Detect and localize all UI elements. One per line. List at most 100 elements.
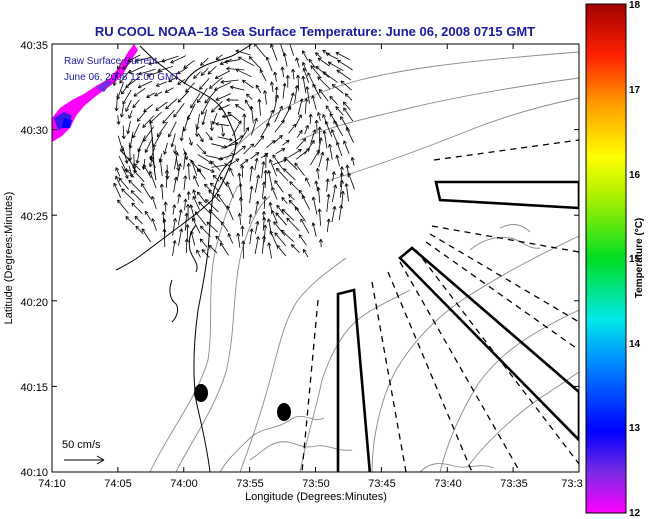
current-vector-head	[317, 76, 320, 81]
current-vector	[335, 106, 344, 116]
current-vector-head	[125, 109, 130, 112]
current-vector-head	[215, 123, 219, 127]
y-axis-label: Latitude (Degrees:Minutes)	[3, 192, 15, 325]
current-vector	[211, 143, 228, 148]
current-vector-head	[336, 141, 340, 145]
current-vector-head	[183, 198, 186, 203]
current-vector-head	[123, 135, 126, 140]
y-tick-label: 40:10	[20, 467, 48, 479]
current-vector-head	[210, 160, 213, 165]
current-vector-head	[244, 159, 249, 161]
current-vector	[288, 200, 300, 211]
current-vector-head	[281, 209, 284, 213]
current-vector-head	[312, 95, 316, 99]
current-vector-head	[118, 121, 121, 125]
current-vector-head	[246, 93, 248, 98]
current-vector	[200, 67, 209, 76]
current-vector	[192, 217, 201, 234]
current-vector-head	[249, 56, 253, 58]
current-vector-head	[271, 210, 275, 214]
current-vector	[177, 67, 188, 75]
current-vector-head	[240, 225, 243, 230]
current-vector-head	[220, 242, 224, 245]
current-vector-head	[310, 65, 312, 70]
current-vector-head	[283, 120, 285, 124]
current-vector-head	[204, 99, 206, 104]
current-vector-head	[315, 168, 318, 172]
current-vector-head	[186, 156, 189, 160]
current-vector	[172, 240, 176, 256]
current-vector-head	[261, 161, 265, 165]
current-vector	[274, 232, 287, 247]
x-tick-label: 73:50	[302, 478, 330, 490]
current-vector-head	[204, 150, 207, 154]
current-vector-head	[322, 130, 325, 135]
current-vector-head	[172, 218, 176, 222]
current-vector-head	[267, 242, 270, 247]
current-vector-head	[149, 122, 154, 124]
current-vector-head	[215, 235, 218, 240]
current-vector	[283, 52, 288, 67]
current-vector	[197, 168, 206, 180]
current-vector-head	[258, 174, 261, 179]
current-vector-head	[326, 218, 330, 222]
current-vector	[119, 69, 131, 84]
current-vector-head	[142, 126, 147, 128]
annotation-line2: June 06, 2008 11:00 GMT	[64, 72, 179, 83]
current-vector	[227, 135, 244, 147]
current-vector-head	[146, 75, 151, 77]
current-vector-head	[178, 209, 182, 213]
current-vector-head	[280, 119, 285, 122]
current-vector-head	[292, 123, 296, 126]
current-vector	[172, 218, 176, 236]
current-vector-head	[289, 181, 292, 186]
current-vector	[226, 205, 234, 221]
current-vector-head	[148, 171, 151, 175]
current-vector	[208, 190, 221, 203]
current-vector-head	[276, 245, 279, 249]
current-vector	[282, 139, 290, 146]
current-vector-head	[187, 204, 191, 208]
current-vector-head	[115, 167, 120, 171]
current-vector-head	[242, 79, 245, 84]
current-vector-head	[121, 135, 125, 140]
current-vector-head	[279, 40, 280, 43]
current-vector	[176, 163, 181, 181]
current-vector	[196, 249, 201, 258]
current-vector-head	[121, 188, 126, 191]
current-vector-head	[270, 230, 274, 234]
current-vector-head	[163, 150, 165, 155]
current-vector-head	[302, 68, 304, 72]
current-vector	[128, 179, 142, 193]
current-vector-head	[238, 197, 241, 201]
current-vector-head	[241, 225, 245, 230]
current-vector	[337, 59, 353, 71]
current-vector-head	[197, 191, 201, 194]
axis-ticks	[51, 43, 580, 473]
current-vector-head	[135, 225, 140, 228]
current-vector	[263, 224, 266, 243]
current-vector-head	[208, 245, 211, 249]
current-vector-head	[339, 180, 343, 184]
current-vector-head	[340, 80, 345, 83]
current-vector	[143, 126, 155, 142]
current-vector	[204, 89, 217, 104]
current-vector	[326, 218, 330, 233]
y-tick-label: 40:15	[20, 382, 48, 394]
current-vector-head	[311, 196, 314, 201]
current-vector	[308, 59, 316, 69]
current-vector	[198, 133, 204, 143]
current-vector-head	[164, 218, 167, 223]
current-vector	[162, 211, 165, 224]
current-vector	[146, 92, 155, 98]
current-vector-head	[288, 194, 291, 198]
current-vector-head	[185, 90, 190, 93]
current-vector-head	[155, 82, 159, 87]
current-vector	[242, 79, 254, 89]
current-vector-head	[228, 139, 233, 142]
current-vector-head	[218, 106, 222, 110]
current-vector	[133, 163, 141, 171]
current-vector-head	[340, 116, 344, 119]
current-vector-head	[325, 105, 330, 108]
current-vector-head	[249, 228, 253, 232]
